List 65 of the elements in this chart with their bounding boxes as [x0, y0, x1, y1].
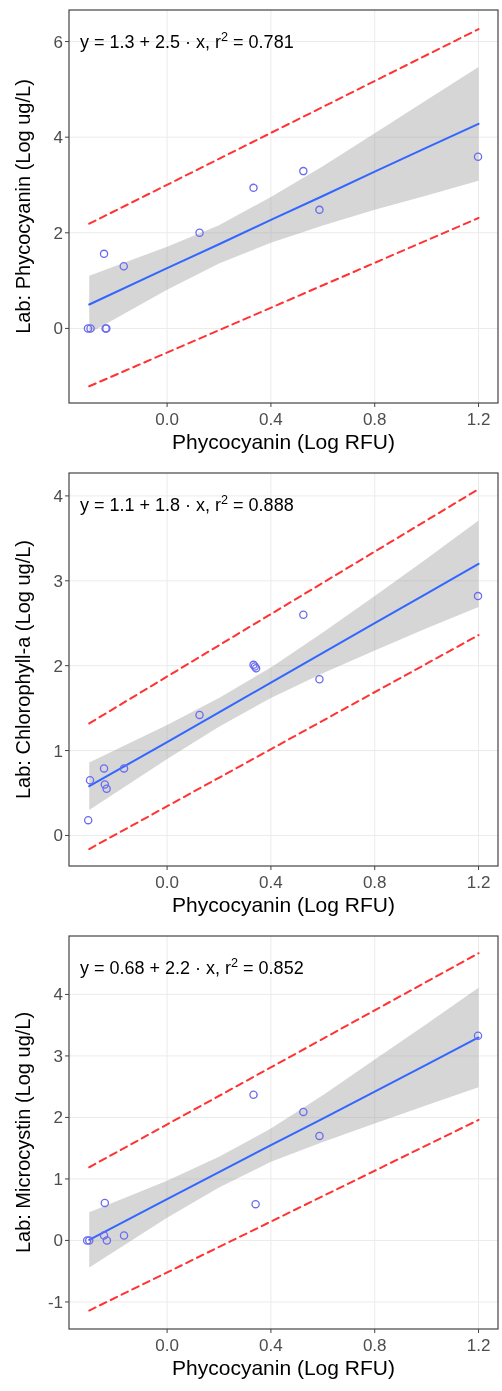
- y-axis-title: Lab: Microcystin (Log ug/L): [12, 1011, 34, 1254]
- annotation: y = 0.68 + 2.2 · x, r$^{2}$ = 0.852: [80, 956, 304, 978]
- point: [315, 675, 324, 684]
- point: [100, 780, 110, 789]
- y-axis-title: Lab: Phycocyanin (Log ug/L): [12, 79, 34, 334]
- x-tick-label: 0.0: [155, 410, 179, 429]
- x-tick-label: 1.2: [466, 410, 491, 429]
- y-tick-label: 2: [53, 656, 63, 676]
- y-tick-label: 2: [53, 1108, 63, 1128]
- x-tick-label: 0.4: [259, 410, 283, 429]
- point: [299, 166, 308, 176]
- x-tick-label: 0.8: [362, 410, 387, 429]
- point: [249, 1090, 258, 1099]
- x-tick-label: 0.8: [362, 873, 387, 892]
- annotation: y = 1.1 + 1.8 · x, r$^{2}$ = 0.888: [80, 493, 294, 515]
- point: [119, 764, 129, 773]
- point: [251, 1199, 260, 1209]
- point: [85, 776, 95, 785]
- point: [249, 183, 258, 193]
- y-tick-label: 4: [53, 985, 63, 1005]
- point: [119, 262, 129, 271]
- x-tick-label: 0.4: [259, 873, 283, 892]
- x-tick-label: 0.8: [362, 1336, 387, 1355]
- point: [195, 228, 204, 238]
- x-axis-title: Phycocyanin (Log RFU): [172, 430, 395, 453]
- x-tick-label: 0.0: [155, 873, 179, 892]
- x-axis-title: Phycocyanin (Log RFU): [172, 1356, 395, 1379]
- x-tick-label: 0.0: [155, 1336, 179, 1355]
- x-tick-label: 0.4: [259, 1336, 283, 1355]
- point: [315, 205, 324, 215]
- x-axis-title: Phycocyanin (Log RFU): [172, 893, 395, 916]
- x-tick-label: 1.2: [466, 873, 491, 892]
- point: [102, 1236, 112, 1245]
- point: [473, 152, 483, 162]
- y-tick-label: 0: [53, 1231, 63, 1251]
- point: [315, 1131, 324, 1141]
- y-tick-label: 3: [53, 1046, 63, 1066]
- y-tick-label: 6: [53, 32, 63, 52]
- y-tick-label: 1: [53, 741, 63, 761]
- y-tick-label: 4: [53, 486, 63, 506]
- y-tick-label: 1: [53, 1169, 63, 1189]
- y-tick-label: -1: [47, 1292, 63, 1312]
- annotation: y = 1.3 + 2.5 · x, r$^{2}$ = 0.781: [80, 30, 294, 52]
- x-tick-label: 1.2: [466, 1336, 491, 1355]
- point: [299, 1107, 308, 1117]
- point: [99, 1231, 109, 1240]
- point: [473, 591, 483, 601]
- point: [299, 610, 308, 619]
- y-axis-title: Lab: Chlorophyll-a (Log ug/L): [12, 539, 34, 800]
- y-tick-label: 4: [53, 128, 63, 148]
- point: [100, 1198, 110, 1208]
- point: [83, 324, 93, 333]
- line-series: [88, 122, 480, 306]
- point: [99, 249, 109, 259]
- point: [195, 710, 204, 720]
- y-tick-label: 3: [53, 571, 63, 591]
- y-tick-label: 0: [53, 826, 63, 846]
- y-tick-label: 0: [53, 319, 63, 339]
- y-tick-label: 2: [53, 223, 63, 243]
- point: [473, 1031, 483, 1040]
- point: [102, 784, 111, 794]
- point: [83, 815, 93, 825]
- point: [119, 1231, 129, 1240]
- point: [86, 324, 95, 333]
- point: [99, 764, 109, 773]
